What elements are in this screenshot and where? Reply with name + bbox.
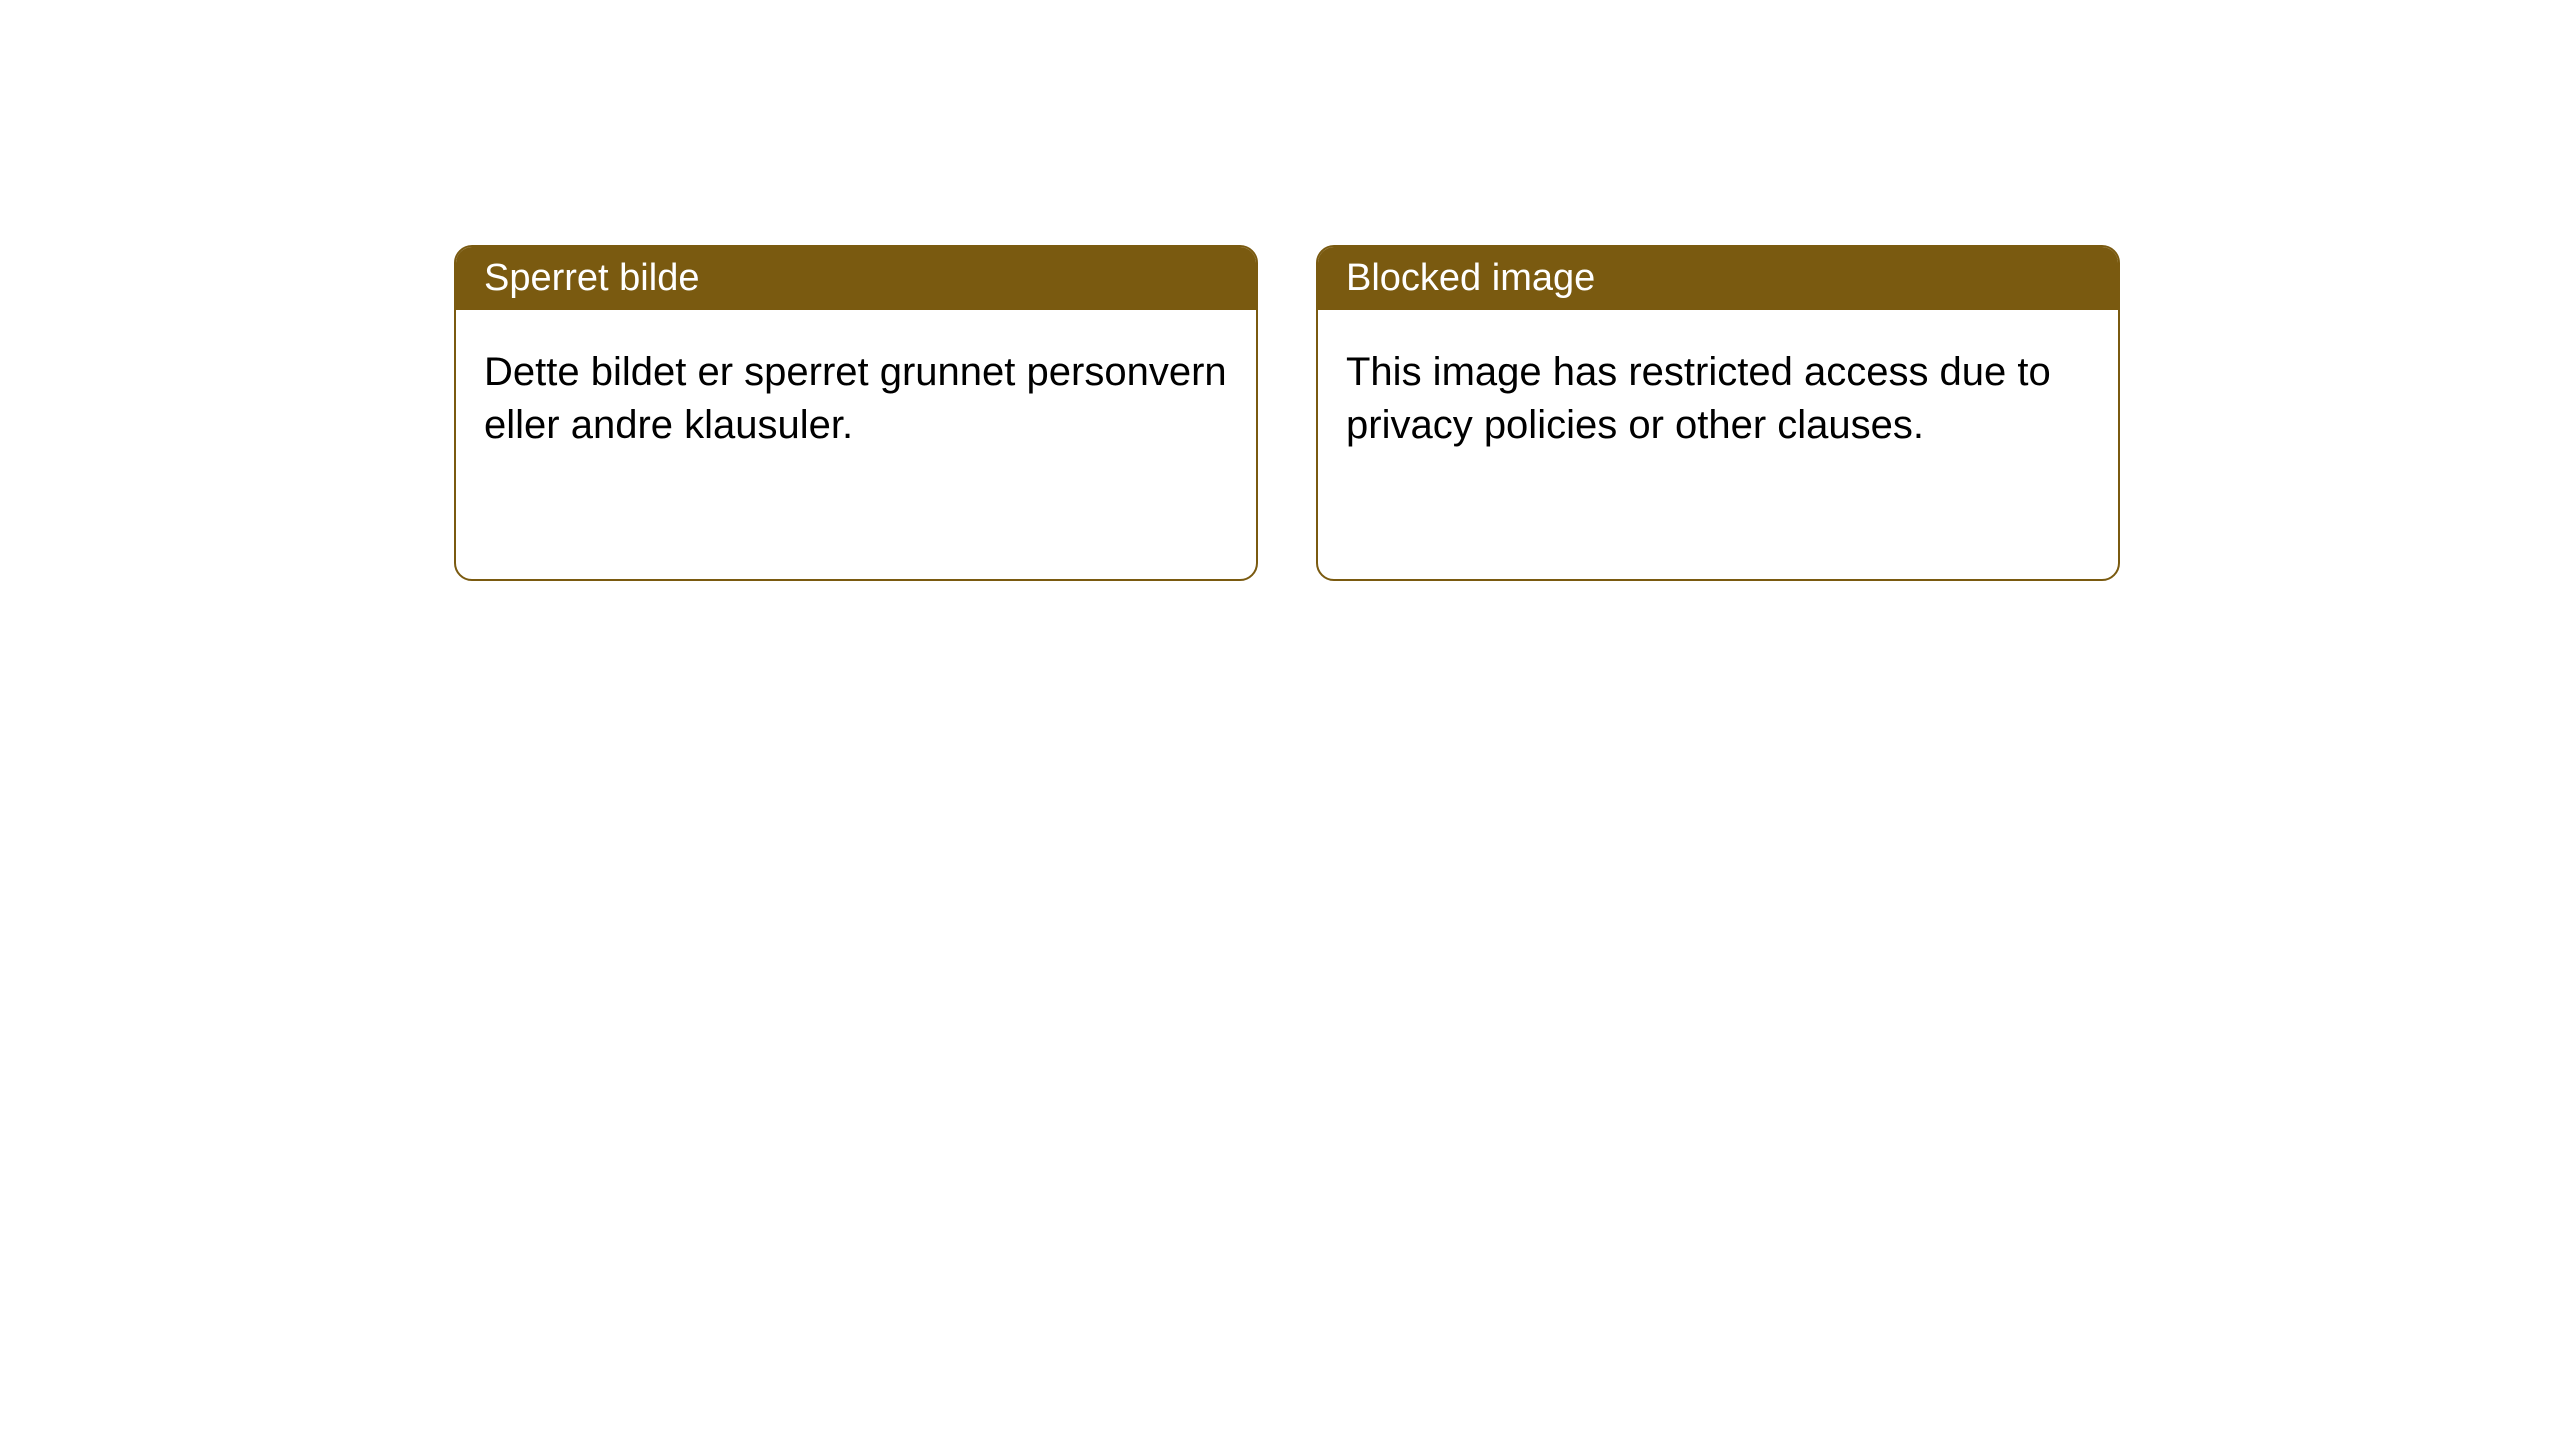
card-title: Blocked image	[1346, 257, 1595, 299]
card-body: This image has restricted access due to …	[1318, 310, 2118, 488]
card-header: Sperret bilde	[456, 247, 1256, 310]
notice-card-english: Blocked image This image has restricted …	[1316, 245, 2120, 581]
card-message: Dette bildet er sperret grunnet personve…	[484, 350, 1227, 447]
card-body: Dette bildet er sperret grunnet personve…	[456, 310, 1256, 488]
notice-card-norwegian: Sperret bilde Dette bildet er sperret gr…	[454, 245, 1258, 581]
card-title: Sperret bilde	[484, 257, 699, 299]
notice-container: Sperret bilde Dette bildet er sperret gr…	[0, 0, 2560, 581]
card-header: Blocked image	[1318, 247, 2118, 310]
card-message: This image has restricted access due to …	[1346, 350, 2051, 447]
